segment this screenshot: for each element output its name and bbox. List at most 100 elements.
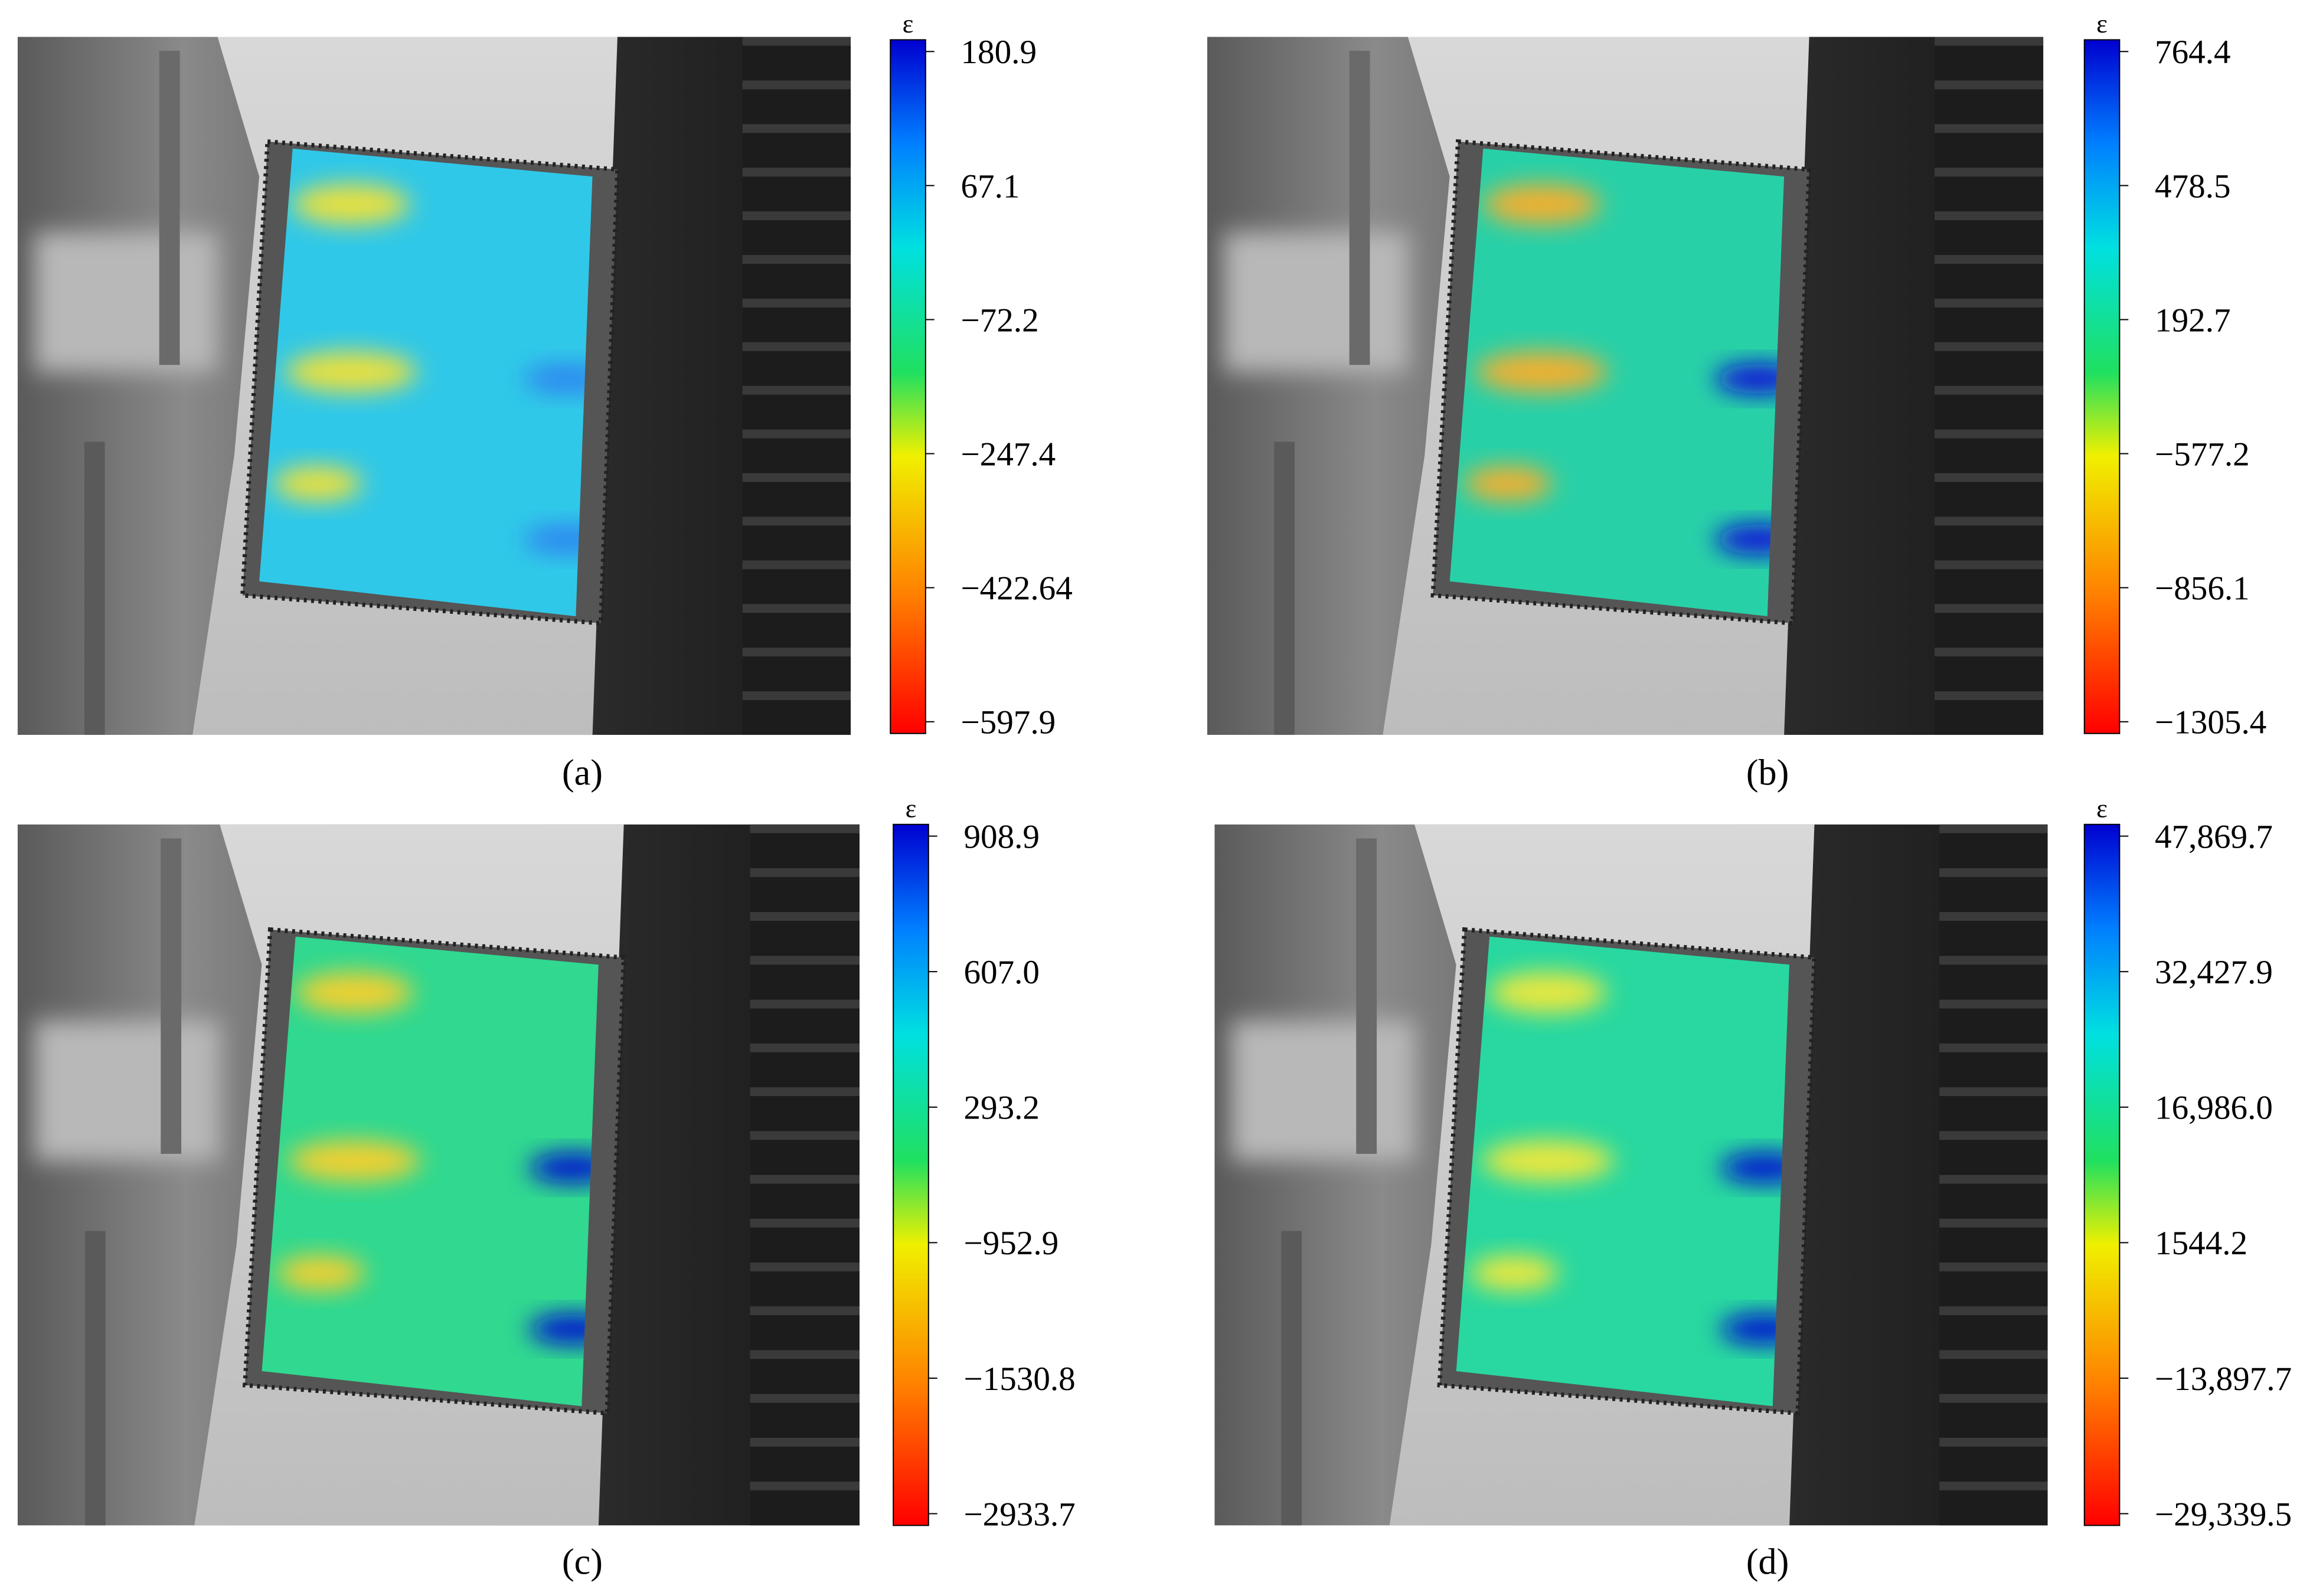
strain-hot-spot <box>276 1255 365 1291</box>
colorbar-tick-label: −422.64 <box>960 570 1072 607</box>
photo <box>17 37 851 735</box>
background-box <box>34 232 218 372</box>
frame-rib <box>1935 342 2044 351</box>
frame-rib <box>742 211 851 221</box>
colorbar <box>2083 39 2121 734</box>
panel: ε 764.4 478.5 192.7 −577.2 −856.1 −1305.4 (b) <box>1207 9 2266 793</box>
rod <box>1281 1231 1302 1526</box>
strain-hot-spot <box>1470 1255 1559 1291</box>
strain-hot-spot <box>1475 351 1608 393</box>
frame-rib <box>750 999 860 1009</box>
frame-rib <box>742 516 851 526</box>
frame-rib <box>1935 211 2044 221</box>
colorbar-tick-label: −1305.4 <box>2155 704 2266 741</box>
background-box <box>1231 1021 1415 1161</box>
strain-hot-spot <box>1483 184 1600 225</box>
strain-hot-spot <box>1464 466 1553 502</box>
strain-field <box>1456 936 1790 1407</box>
frame-rib <box>1939 1263 2048 1271</box>
frame-rib <box>1935 255 2044 264</box>
frame-rib <box>742 647 851 657</box>
frame-rib <box>742 604 851 613</box>
frame-rib <box>1935 298 2044 308</box>
colorbar-tick-label: 607.0 <box>963 954 1040 991</box>
strain-hot-spot <box>295 972 413 1013</box>
rod <box>84 441 105 735</box>
frame-rib <box>750 1175 860 1184</box>
rod <box>1356 838 1377 1154</box>
photo <box>1214 824 2048 1526</box>
strain-hot-spot <box>288 1140 421 1182</box>
frame-rib <box>750 1306 860 1316</box>
colorbar-tick-label: −29,339.5 <box>2155 1496 2292 1533</box>
rod <box>1274 441 1295 735</box>
frame-rib <box>742 255 851 264</box>
colorbar-tick-label: −577.2 <box>2155 436 2250 473</box>
frame-rib <box>750 1087 860 1097</box>
colorbar-tick-label: −247.4 <box>960 436 1056 473</box>
frame-rib <box>750 956 860 965</box>
panel-label: (a) <box>562 753 603 793</box>
panel: ε 908.9 607.0 293.2 −952.9 −1530.8 −2933.7 (c) <box>17 793 1076 1582</box>
frame-rib <box>1939 1131 2048 1140</box>
frame-rib <box>1939 1350 2048 1359</box>
photo <box>17 824 860 1526</box>
photo <box>1207 37 2044 735</box>
frame-rib <box>1939 1218 2048 1228</box>
strain-field <box>262 936 599 1407</box>
colorbar-tick-label: −13,897.7 <box>2155 1360 2292 1398</box>
colorbar-tick-label: −2933.7 <box>963 1496 1075 1533</box>
colorbar-tick-label: −597.9 <box>960 704 1056 741</box>
colorbar-tick-label: 16,986.0 <box>2155 1090 2273 1127</box>
frame-rib <box>1935 124 2044 133</box>
colorbar-symbol: ε <box>2096 9 2108 38</box>
frame-rib <box>742 298 851 308</box>
frame-rib <box>1935 429 2044 439</box>
strain-base <box>262 936 599 1407</box>
frame-rib <box>1935 560 2044 570</box>
colorbar-tick-label: −72.2 <box>960 302 1038 339</box>
frame-rib <box>742 385 851 395</box>
frame-rib <box>750 1394 860 1403</box>
colorbar-tick-label: 293.2 <box>963 1090 1040 1127</box>
strain-base <box>259 148 593 617</box>
frame-rib <box>1935 647 2044 657</box>
frame-rib <box>742 124 851 133</box>
strain-base <box>1456 936 1790 1407</box>
strain-field <box>259 148 593 617</box>
panel-label: (c) <box>562 1542 603 1582</box>
colorbar-tick-label: 192.7 <box>2155 302 2231 339</box>
strain-base <box>1449 148 1785 617</box>
background-box <box>1224 232 1408 372</box>
colorbar-tick-label: 1544.2 <box>2155 1225 2247 1262</box>
frame-rib <box>1935 385 2044 395</box>
panel-label: (d) <box>1746 1542 1789 1582</box>
colorbar <box>893 823 929 1526</box>
frame-rib <box>750 824 860 833</box>
frame-rib <box>750 1350 860 1359</box>
frame-rib <box>742 37 851 46</box>
colorbar-tick-label: −1530.8 <box>963 1360 1075 1398</box>
frame-rib <box>1939 1306 2048 1316</box>
frame-rib <box>1939 999 2048 1009</box>
panel: ε 47,869.7 32,427.9 16,986.0 1544.2 −13,897.7… <box>1214 793 2292 1582</box>
frame-rib <box>1939 1087 2048 1097</box>
frame-rib <box>750 868 860 877</box>
strain-hot-spot <box>1482 1140 1614 1182</box>
frame-rib <box>750 912 860 921</box>
frame-rib <box>1939 868 2048 877</box>
panel: ε 180.9 67.1 −72.2 −247.4 −422.64 −597.9 (a) <box>17 9 1073 793</box>
colorbar-tick-label: 47,869.7 <box>2155 818 2273 855</box>
frame-rib <box>742 473 851 482</box>
colorbar-tick-label: −952.9 <box>963 1225 1058 1262</box>
strain-hot-spot <box>273 466 362 502</box>
colorbar <box>890 39 926 734</box>
strain-hot-spot <box>1489 972 1607 1013</box>
frame-rib <box>1935 37 2044 46</box>
strain-hot-spot <box>285 351 417 393</box>
frame-rib <box>1939 1043 2048 1052</box>
frame-rib <box>742 168 851 177</box>
rod <box>159 51 180 365</box>
frame-rib <box>1935 604 2044 613</box>
